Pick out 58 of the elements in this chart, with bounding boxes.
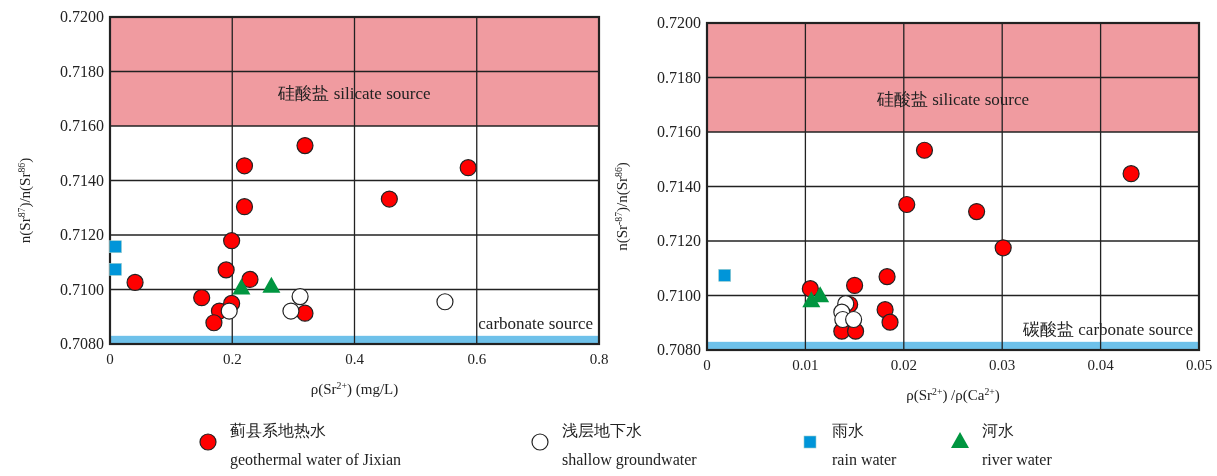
point [994, 239, 1012, 257]
y-tick-label: 0.7200 [60, 8, 104, 25]
x-tick-label: 0.04 [1087, 357, 1115, 373]
point [109, 263, 122, 276]
y-tick-label: 0.7180 [657, 68, 701, 86]
legend-label: 雨水 rain water [832, 422, 898, 468]
point [915, 141, 934, 159]
point [846, 276, 864, 295]
point [296, 304, 314, 322]
y-tick-label: 0.7160 [60, 117, 104, 134]
x-tick-label: 0 [703, 357, 711, 373]
band-label: carbonate source [478, 313, 593, 333]
x-tick-label: 0.03 [989, 357, 1016, 373]
point [459, 159, 477, 177]
point [1122, 165, 1140, 183]
y-tick-label: 0.7120 [60, 226, 104, 243]
x-axis-title: ρ(Sr$^{2+}$) (mg/L) [310, 379, 399, 398]
point [235, 157, 254, 175]
legend-label: 蓟县系地热水 geothermal water of Jixian [230, 422, 402, 469]
point [241, 270, 259, 289]
x-tick-label: 0.05 [1185, 357, 1213, 373]
point [845, 310, 863, 329]
x-tick-label: 0.8 [589, 351, 609, 367]
point [968, 202, 986, 221]
x-tick-label: 0.6 [467, 351, 487, 367]
point [205, 314, 223, 332]
y-tick-label: 0.7080 [60, 335, 104, 352]
x-axis-title: ρ(Sr$^{2+}$) /ρ(Ca$^{2+}$) [906, 385, 1000, 404]
y-tick-label: 0.7140 [60, 171, 104, 189]
y-tick-label: 0.7180 [60, 62, 104, 80]
x-tick-label: 0.2 [222, 351, 242, 367]
point [220, 302, 238, 320]
point [232, 278, 251, 295]
y-tick-label: 0.7080 [657, 341, 701, 358]
x-tick-label: 0.02 [890, 357, 917, 373]
point [126, 273, 144, 292]
point [223, 232, 241, 250]
y-tick-label: 0.7120 [657, 232, 701, 249]
point [380, 190, 398, 208]
y-tick-label: 0.7200 [657, 14, 701, 31]
point [718, 269, 732, 282]
y-tick-label: 0.7140 [657, 177, 701, 195]
point [898, 195, 916, 214]
point [296, 137, 314, 155]
y-tick-label: 0.7160 [657, 123, 701, 140]
point [878, 268, 896, 286]
x-tick-label: 0.4 [345, 351, 365, 367]
y-tick-label: 0.7100 [657, 286, 701, 304]
y-tick-label: 0.7100 [60, 280, 104, 298]
x-tick-label: 0 [106, 351, 114, 367]
legend-label: 浅层地下水 shallow groundwater [562, 422, 698, 469]
point [217, 261, 235, 279]
x-tick-label: 0.01 [792, 357, 819, 373]
legend-label: 河水 river water [982, 422, 1053, 468]
point [193, 289, 211, 307]
point [235, 198, 254, 216]
point [881, 313, 899, 331]
point [109, 240, 122, 254]
